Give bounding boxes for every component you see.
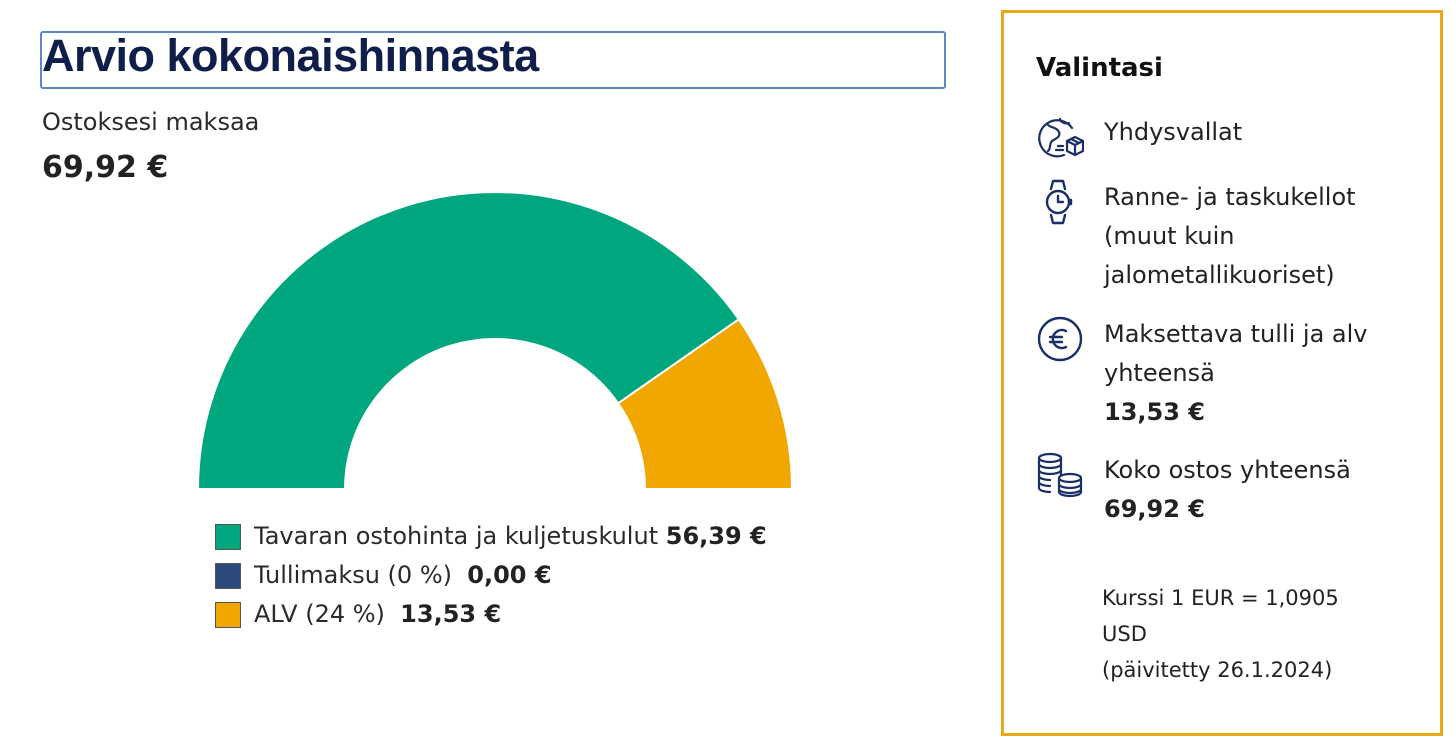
chart-segment-3	[616, 317, 794, 490]
chart-segment-1	[196, 191, 741, 490]
legend-value: 13,53 €	[400, 600, 502, 628]
wristwatch-icon	[1045, 179, 1073, 225]
country-text: Yhdysvallat	[1104, 118, 1243, 146]
legend-swatch	[215, 563, 241, 589]
legend-swatch	[215, 524, 241, 550]
purchase-total: 69,92 €	[42, 150, 169, 185]
legend-label: Tullimaksu (0 %) 0,00 €	[254, 561, 552, 589]
total-text: Koko ostos yhteensä 69,92 €	[1104, 456, 1351, 523]
legend-value: 0,00 €	[467, 561, 552, 589]
globe-package-icon	[1038, 117, 1084, 158]
purchase-cost-label: Ostoksesi maksaa	[42, 108, 260, 136]
euro-circle-icon	[1037, 316, 1083, 362]
product-text: Ranne- ja taskukellot (muut kuin jalomet…	[1104, 183, 1356, 289]
exchange-rate-note: Kurssi 1 EUR = 1,0905 USD (päivitetty 26…	[1102, 586, 1339, 682]
panel-title: Valintasi	[1036, 53, 1163, 83]
legend-label: Tavaran ostohinta ja kuljetuskulut 56,39…	[254, 522, 767, 550]
coin-stack-icon	[1037, 452, 1083, 498]
title-focus-outline	[40, 31, 946, 89]
legend-value: 56,39 €	[665, 522, 767, 550]
duty-value: 13,53 €	[1104, 398, 1205, 426]
page-title: Arvio kokonaishinnasta	[42, 30, 539, 81]
legend-label: ALV (24 %) 13,53 €	[254, 600, 502, 628]
selections-panel: Valintasi Yhdysvallat Ranne- ja taskukel…	[1001, 10, 1443, 736]
legend-swatch	[215, 602, 241, 628]
duty-text: Maksettava tulli ja alv yhteensä 13,53 €	[1104, 320, 1368, 426]
total-value: 69,92 €	[1104, 495, 1205, 523]
cost-breakdown-chart	[196, 191, 794, 490]
